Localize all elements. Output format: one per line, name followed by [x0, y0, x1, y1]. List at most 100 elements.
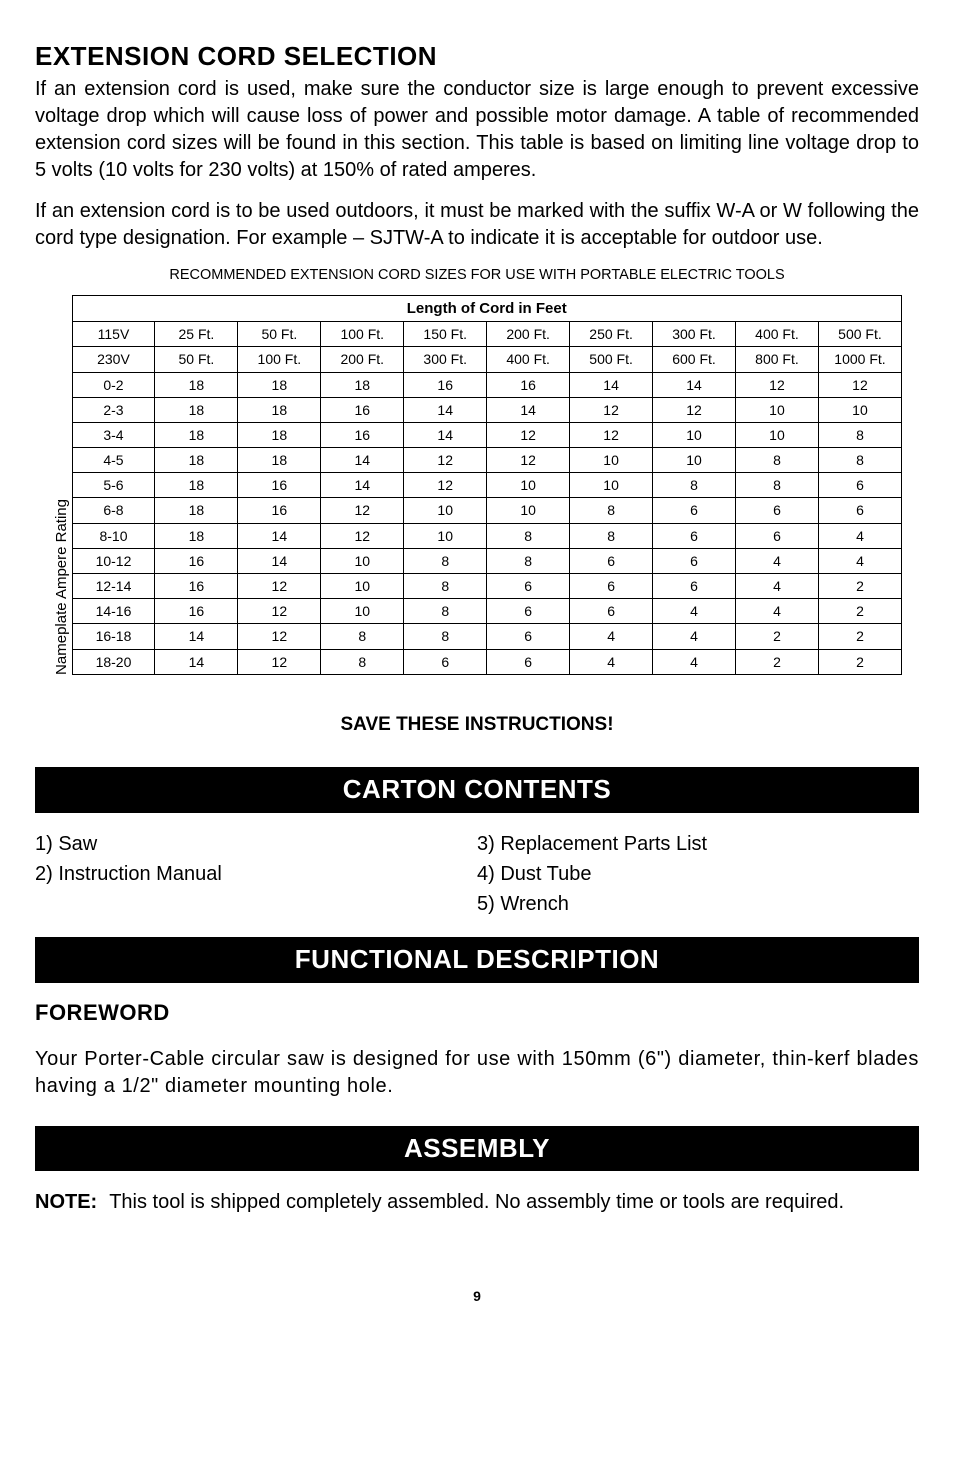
- ampere-range: 4-5: [72, 448, 155, 473]
- gauge-cell: 4: [736, 574, 819, 599]
- gauge-cell: 8: [736, 473, 819, 498]
- table-row-115v: 115V 25 Ft. 50 Ft. 100 Ft. 150 Ft. 200 F…: [72, 322, 902, 347]
- gauge-cell: 12: [487, 422, 570, 447]
- col-header: 150 Ft.: [404, 322, 487, 347]
- foreword-heading: FOREWORD: [35, 999, 919, 1028]
- gauge-cell: 12: [570, 397, 653, 422]
- table-row: 18-2014128664422: [72, 649, 902, 674]
- col-header: 600 Ft.: [653, 347, 736, 372]
- section-bar-functional: FUNCTIONAL DESCRIPTION: [35, 937, 919, 983]
- table-row: 4-51818141212101088: [72, 448, 902, 473]
- gauge-cell: 18: [155, 473, 238, 498]
- table-row: 2-3181816141412121010: [72, 397, 902, 422]
- gauge-cell: 6: [653, 574, 736, 599]
- gauge-cell: 12: [487, 448, 570, 473]
- gauge-cell: 2: [818, 624, 901, 649]
- gauge-cell: 8: [818, 422, 901, 447]
- gauge-cell: 6: [487, 649, 570, 674]
- gauge-cell: 8: [404, 599, 487, 624]
- gauge-cell: 6: [404, 649, 487, 674]
- gauge-cell: 4: [818, 548, 901, 573]
- gauge-cell: 10: [321, 548, 404, 573]
- gauge-cell: 12: [238, 574, 321, 599]
- gauge-cell: 8: [404, 574, 487, 599]
- gauge-cell: 12: [404, 473, 487, 498]
- ampere-range: 12-14: [72, 574, 155, 599]
- ampere-range: 2-3: [72, 397, 155, 422]
- col-header: 200 Ft.: [321, 347, 404, 372]
- cord-size-table: Length of Cord in Feet 115V 25 Ft. 50 Ft…: [72, 295, 903, 675]
- section-bar-assembly: ASSEMBLY: [35, 1126, 919, 1172]
- gauge-cell: 18: [155, 372, 238, 397]
- gauge-cell: 8: [321, 624, 404, 649]
- gauge-cell: 6: [487, 624, 570, 649]
- gauge-cell: 10: [487, 473, 570, 498]
- table-header: Length of Cord in Feet: [72, 295, 902, 322]
- para-extension-2: If an extension cord is to be used outdo…: [35, 198, 919, 252]
- gauge-cell: 14: [155, 624, 238, 649]
- gauge-cell: 8: [487, 523, 570, 548]
- gauge-cell: 14: [653, 372, 736, 397]
- gauge-cell: 8: [570, 498, 653, 523]
- gauge-cell: 6: [818, 473, 901, 498]
- gauge-cell: 18: [155, 523, 238, 548]
- gauge-cell: 12: [818, 372, 901, 397]
- gauge-cell: 10: [570, 448, 653, 473]
- col-header: 25 Ft.: [155, 322, 238, 347]
- col-header: 50 Ft.: [238, 322, 321, 347]
- col-header: 200 Ft.: [487, 322, 570, 347]
- gauge-cell: 6: [653, 548, 736, 573]
- gauge-cell: 18: [155, 498, 238, 523]
- gauge-cell: 12: [321, 498, 404, 523]
- table-row: 0-2181818161614141212: [72, 372, 902, 397]
- gauge-cell: 16: [238, 498, 321, 523]
- gauge-cell: 14: [321, 473, 404, 498]
- gauge-cell: 14: [238, 523, 321, 548]
- ampere-range: 5-6: [72, 473, 155, 498]
- col-header: 500 Ft.: [818, 322, 901, 347]
- gauge-cell: 8: [653, 473, 736, 498]
- gauge-cell: 16: [155, 599, 238, 624]
- gauge-cell: 10: [570, 473, 653, 498]
- gauge-cell: 6: [653, 523, 736, 548]
- gauge-cell: 10: [818, 397, 901, 422]
- gauge-cell: 18: [238, 422, 321, 447]
- gauge-cell: 6: [818, 498, 901, 523]
- assembly-note: NOTE: This tool is shipped completely as…: [35, 1187, 919, 1217]
- table-row: 12-14161210866642: [72, 574, 902, 599]
- gauge-cell: 12: [238, 649, 321, 674]
- table-row: 6-818161210108666: [72, 498, 902, 523]
- gauge-cell: 16: [238, 473, 321, 498]
- save-instructions: SAVE THESE INSTRUCTIONS!: [35, 713, 919, 738]
- voltage-115-label: 115V: [72, 322, 155, 347]
- note-text: This tool is shipped completely assemble…: [109, 1187, 919, 1217]
- gauge-cell: 10: [736, 397, 819, 422]
- table-row: 5-6181614121010886: [72, 473, 902, 498]
- col-header: 100 Ft.: [238, 347, 321, 372]
- note-label: NOTE:: [35, 1187, 97, 1217]
- ampere-range: 16-18: [72, 624, 155, 649]
- gauge-cell: 10: [736, 422, 819, 447]
- gauge-cell: 4: [570, 649, 653, 674]
- gauge-cell: 14: [487, 397, 570, 422]
- gauge-cell: 14: [404, 397, 487, 422]
- gauge-cell: 8: [404, 624, 487, 649]
- carton-item: 4) Dust Tube: [477, 859, 919, 889]
- gauge-cell: 6: [487, 599, 570, 624]
- gauge-cell: 8: [570, 523, 653, 548]
- gauge-cell: 2: [818, 599, 901, 624]
- carton-left-column: 1) Saw 2) Instruction Manual: [35, 829, 477, 919]
- gauge-cell: 18: [238, 397, 321, 422]
- gauge-cell: 4: [736, 599, 819, 624]
- gauge-cell: 18: [238, 448, 321, 473]
- gauge-cell: 8: [321, 649, 404, 674]
- gauge-cell: 10: [321, 599, 404, 624]
- gauge-cell: 6: [487, 574, 570, 599]
- gauge-cell: 10: [404, 523, 487, 548]
- gauge-cell: 2: [818, 649, 901, 674]
- gauge-cell: 4: [653, 599, 736, 624]
- gauge-cell: 16: [404, 372, 487, 397]
- ampere-range: 10-12: [72, 548, 155, 573]
- gauge-cell: 8: [818, 448, 901, 473]
- gauge-cell: 6: [570, 574, 653, 599]
